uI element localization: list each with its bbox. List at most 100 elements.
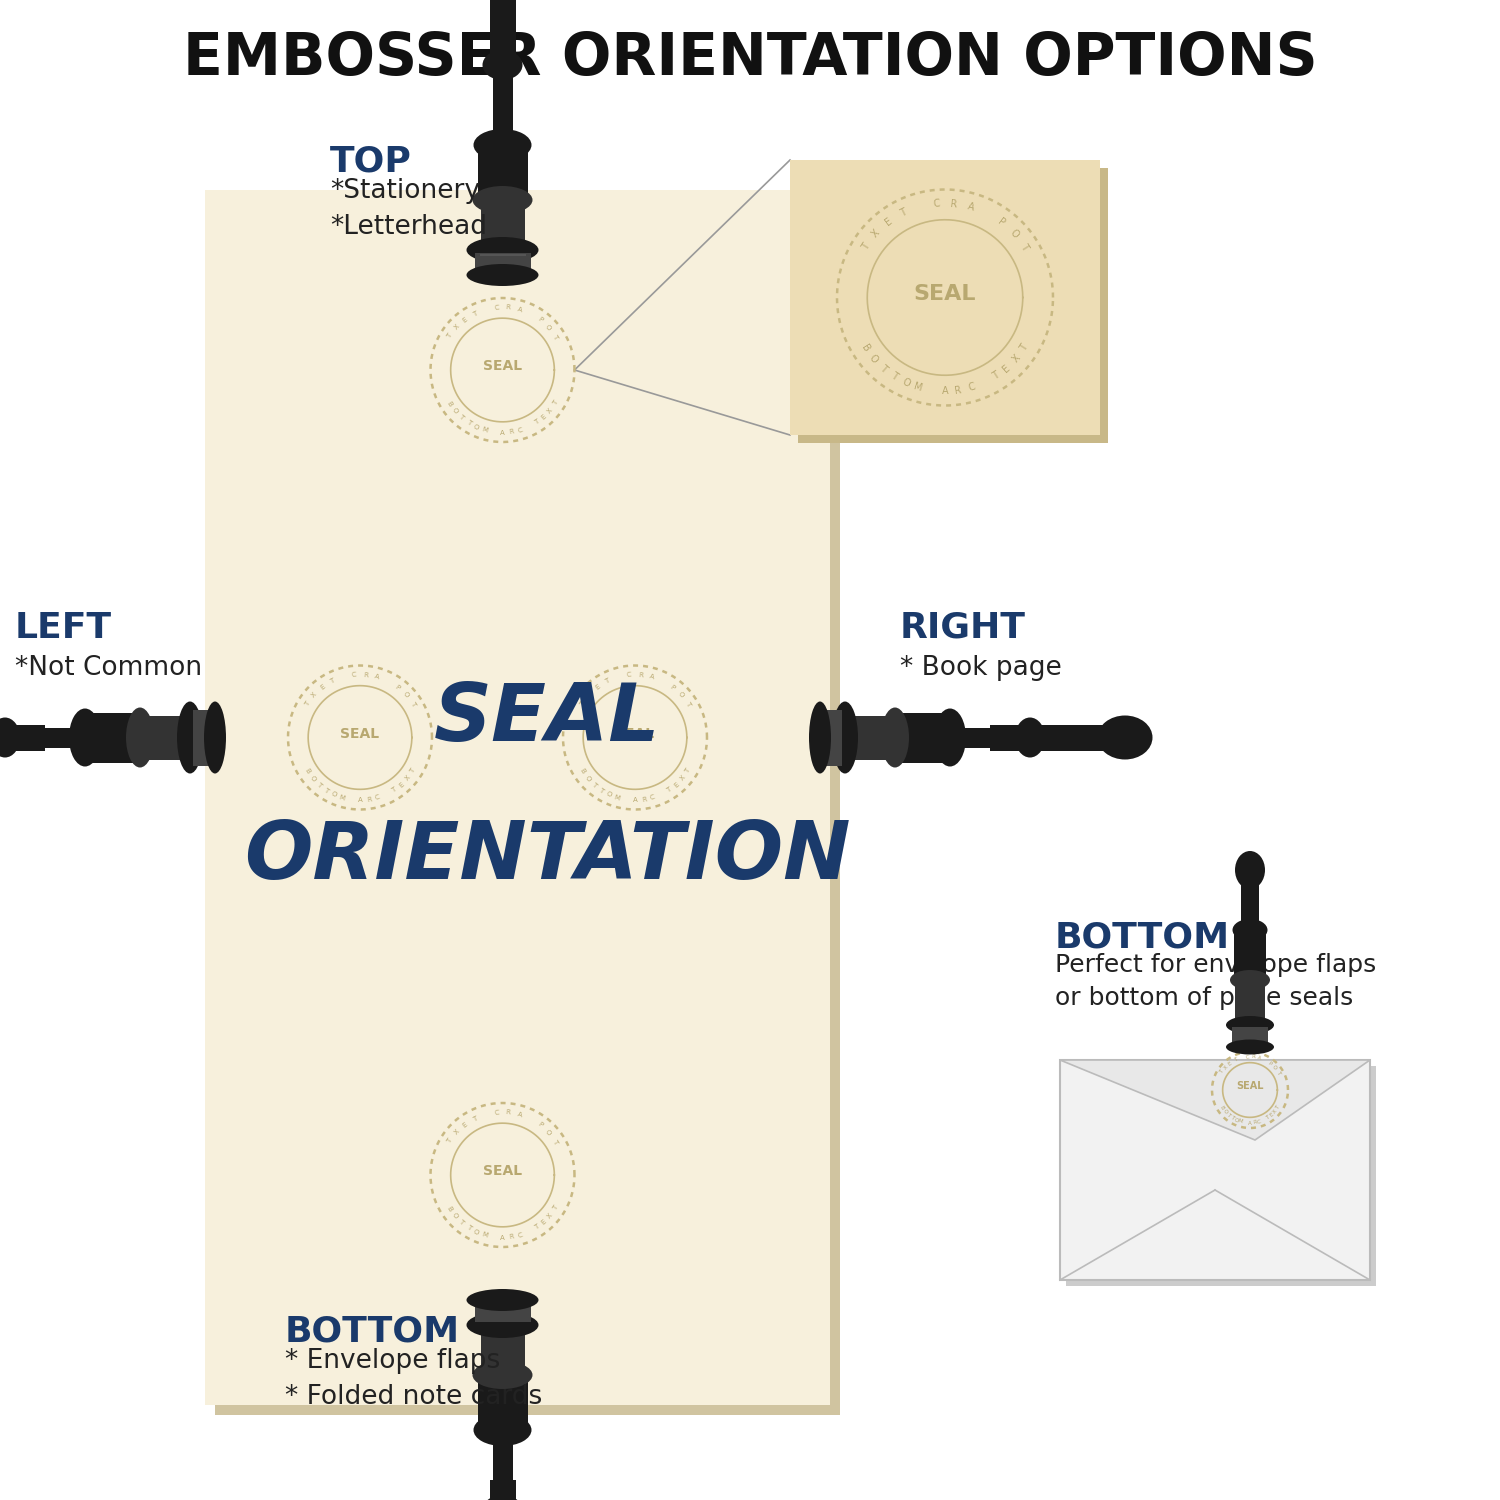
Ellipse shape xyxy=(474,129,531,160)
Text: B: B xyxy=(303,768,310,774)
Text: T: T xyxy=(604,678,610,686)
Text: O: O xyxy=(1233,1118,1239,1124)
Text: C: C xyxy=(1257,1119,1262,1125)
Text: M: M xyxy=(339,794,346,801)
Text: P: P xyxy=(1268,1060,1272,1066)
Text: X: X xyxy=(546,1212,554,1219)
Text: E: E xyxy=(320,684,326,692)
Text: T: T xyxy=(315,782,322,789)
Text: E: E xyxy=(884,216,894,228)
Text: T: T xyxy=(552,400,560,406)
Text: B: B xyxy=(446,400,453,406)
Bar xyxy=(140,716,190,759)
Ellipse shape xyxy=(833,702,858,774)
Polygon shape xyxy=(1060,1060,1370,1140)
Text: T: T xyxy=(590,782,597,789)
Text: A: A xyxy=(1257,1056,1262,1060)
Ellipse shape xyxy=(177,702,203,774)
Ellipse shape xyxy=(126,708,154,768)
Ellipse shape xyxy=(69,708,100,766)
Text: T: T xyxy=(322,786,330,794)
Text: R: R xyxy=(1252,1120,1257,1125)
Text: C: C xyxy=(518,426,524,433)
Text: O: O xyxy=(402,692,410,699)
Ellipse shape xyxy=(934,708,966,766)
Text: C: C xyxy=(968,382,976,393)
Ellipse shape xyxy=(472,186,532,214)
Bar xyxy=(1066,1066,1376,1286)
Text: M: M xyxy=(482,1232,489,1239)
Text: T: T xyxy=(1264,1114,1270,1120)
Text: C: C xyxy=(650,794,656,801)
Bar xyxy=(477,140,528,195)
Text: A: A xyxy=(500,1234,506,1240)
Text: X: X xyxy=(546,406,554,414)
Text: * Book page: * Book page xyxy=(900,656,1062,681)
Text: SEAL: SEAL xyxy=(615,726,654,741)
Text: R: R xyxy=(950,198,957,208)
Text: B: B xyxy=(1220,1106,1226,1110)
Text: T: T xyxy=(1019,342,1031,352)
Text: C: C xyxy=(494,1110,500,1116)
Text: M: M xyxy=(914,381,924,393)
Text: X: X xyxy=(453,324,460,332)
Text: O: O xyxy=(472,423,480,430)
Text: T: T xyxy=(684,768,692,774)
Text: P: P xyxy=(537,316,543,324)
Text: A: A xyxy=(374,674,380,681)
Text: R: R xyxy=(506,304,512,310)
Bar xyxy=(86,712,140,762)
Ellipse shape xyxy=(466,1288,538,1311)
Text: RIGHT: RIGHT xyxy=(900,610,1026,645)
Text: T: T xyxy=(458,1218,465,1225)
Bar xyxy=(950,728,1030,747)
Text: EMBOSSER ORIENTATION OPTIONS: EMBOSSER ORIENTATION OPTIONS xyxy=(183,30,1317,87)
Text: A: A xyxy=(942,387,948,396)
Text: T: T xyxy=(446,1138,453,1144)
Bar xyxy=(489,1480,516,1500)
Text: *Not Common: *Not Common xyxy=(15,656,202,681)
Text: C: C xyxy=(933,198,940,208)
Ellipse shape xyxy=(1226,1016,1274,1034)
Text: P: P xyxy=(996,216,1006,228)
Text: C: C xyxy=(518,1232,524,1239)
Text: E: E xyxy=(462,1120,468,1128)
Text: X: X xyxy=(1272,1108,1278,1114)
Text: X: X xyxy=(453,1128,460,1136)
Bar xyxy=(896,712,950,762)
Text: C: C xyxy=(375,794,381,801)
Bar xyxy=(1232,1028,1268,1042)
Ellipse shape xyxy=(466,237,538,262)
Text: A: A xyxy=(500,429,506,435)
Ellipse shape xyxy=(1233,920,1268,940)
Text: T: T xyxy=(465,1224,472,1232)
Text: A: A xyxy=(357,796,363,802)
Bar xyxy=(1240,865,1258,926)
Text: E: E xyxy=(1269,1112,1275,1118)
Text: T: T xyxy=(890,370,898,382)
Text: T: T xyxy=(898,207,909,219)
Bar xyxy=(822,710,842,765)
Bar xyxy=(477,1376,528,1429)
Ellipse shape xyxy=(483,1496,522,1500)
Text: A: A xyxy=(1248,1120,1252,1125)
Text: O: O xyxy=(1221,1108,1228,1114)
Text: O: O xyxy=(584,774,591,783)
Ellipse shape xyxy=(808,702,831,774)
Text: P: P xyxy=(537,1120,543,1128)
Text: C: C xyxy=(351,672,357,678)
Text: SEAL: SEAL xyxy=(340,726,380,741)
Text: P: P xyxy=(669,684,676,692)
Text: A: A xyxy=(516,1112,522,1118)
Text: T: T xyxy=(390,786,398,794)
Text: T: T xyxy=(579,700,586,708)
Text: R: R xyxy=(954,386,963,396)
Text: E: E xyxy=(398,782,405,789)
Text: T: T xyxy=(552,1138,560,1144)
Text: E: E xyxy=(1000,363,1012,374)
Text: T: T xyxy=(1233,1058,1238,1064)
Text: T: T xyxy=(859,242,871,252)
Text: R: R xyxy=(509,429,515,435)
Text: M: M xyxy=(614,794,621,801)
Text: SEAL: SEAL xyxy=(914,284,976,303)
